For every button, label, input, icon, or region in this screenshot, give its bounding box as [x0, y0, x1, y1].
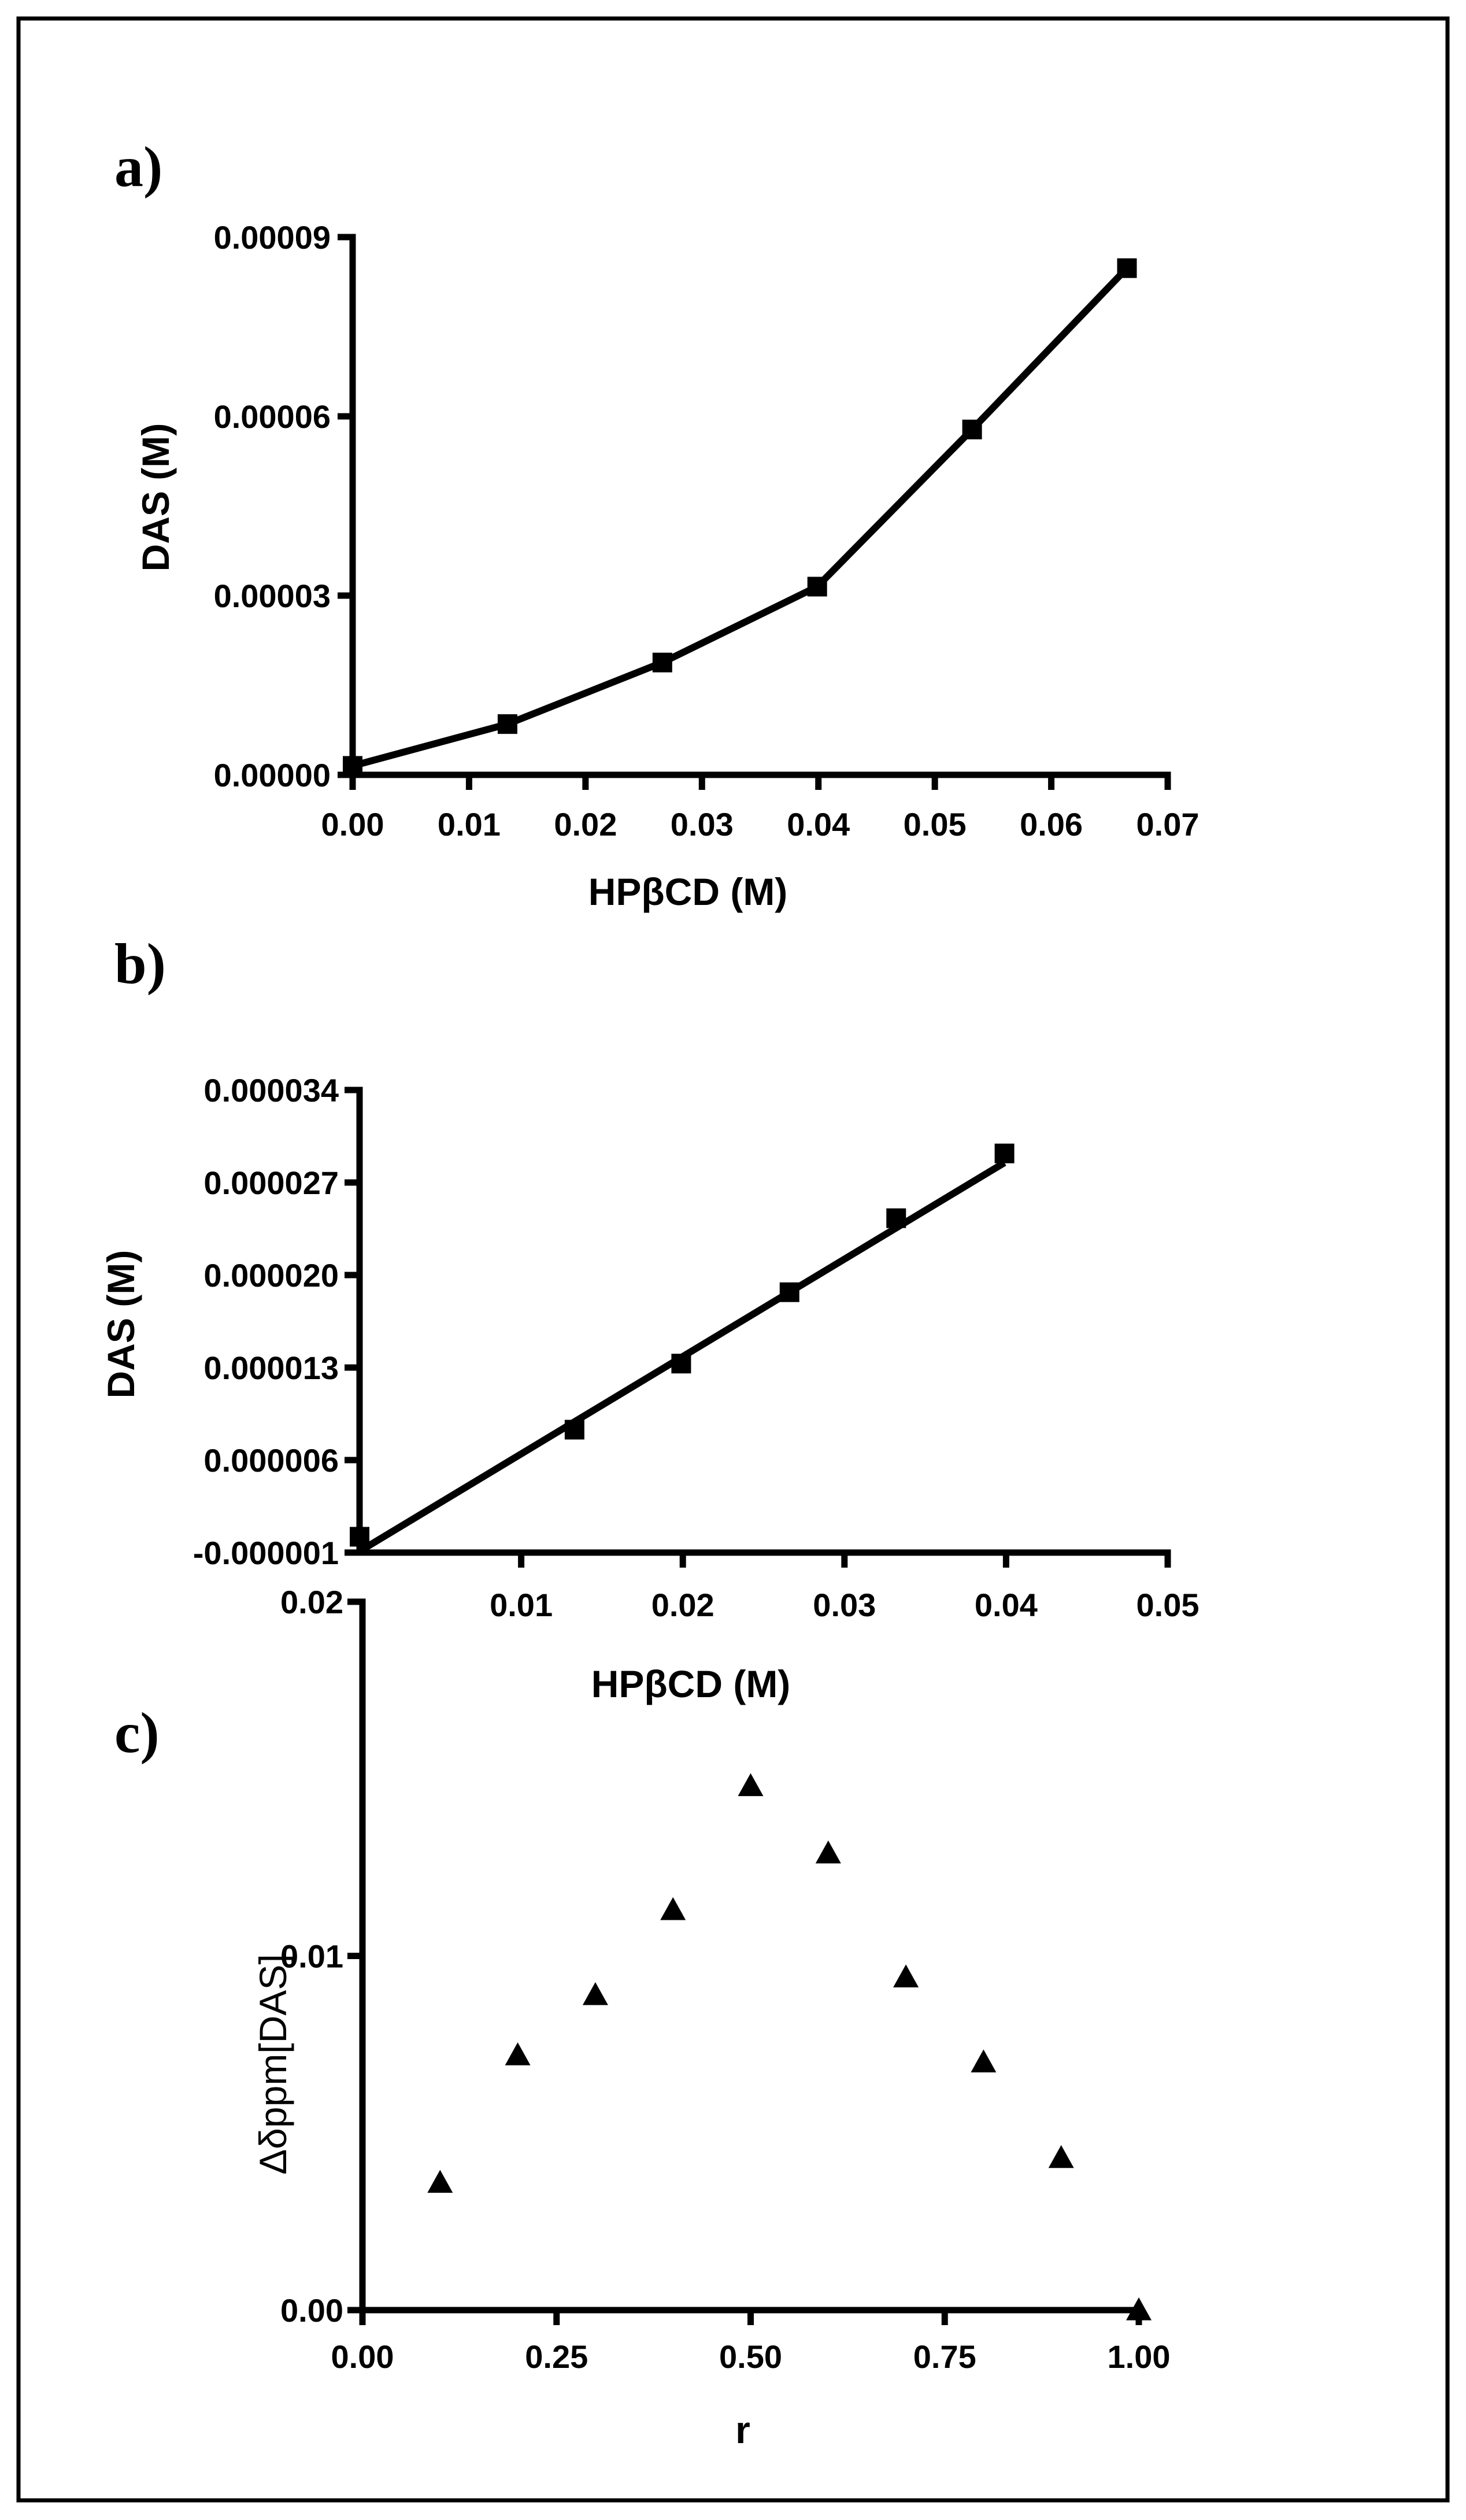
- y-tick-label: 0.000034: [203, 1072, 339, 1108]
- panel-c: c) r Δδppm[DAS] 0.00 0.01 0.02 0.00 0.25 0.50…: [114, 1584, 1171, 2451]
- panel-a: a) HPβCD (M) DAS (M) 0.000000.000030.000…: [114, 135, 1200, 913]
- series-line: [351, 265, 1130, 770]
- y-axis-title: DAS (M): [99, 1250, 142, 1399]
- y-tick-label: 0.02: [280, 1584, 343, 1620]
- x-tick-label: 1.00: [1108, 2338, 1171, 2375]
- x-tick-label: 0.05: [904, 806, 967, 843]
- x-tick-label: 0.75: [913, 2338, 976, 2375]
- x-axis-title: r: [735, 2408, 750, 2451]
- y-tick-label: -0.000001: [193, 1535, 339, 1571]
- data-point: [1048, 2145, 1074, 2168]
- y-tick-label: 0.00003: [214, 578, 331, 614]
- x-tick-label: 0.50: [719, 2338, 782, 2375]
- data-point: [893, 1964, 919, 1987]
- data-point: [1117, 258, 1137, 278]
- panel-b: b) HPβCD (M) DAS (M) -0.000001 0.000006 0.…: [99, 932, 1200, 1705]
- y-axis-title: DAS (M): [134, 423, 177, 572]
- fit-line: [357, 1159, 1006, 1554]
- x-tick-label: 0.06: [1020, 806, 1083, 843]
- data-point: [497, 714, 517, 734]
- y-tick-label: 0.00006: [214, 398, 331, 435]
- x-tick-label: 0.01: [490, 1587, 553, 1623]
- x-tick-label: 0.00: [331, 2338, 394, 2375]
- figure-border: [16, 16, 1450, 2503]
- x-tick-label: 0.00: [321, 806, 384, 843]
- data-point: [343, 756, 362, 776]
- x-tick-label: 0.04: [975, 1587, 1038, 1623]
- data-point: [962, 419, 982, 439]
- data-point: [505, 2042, 531, 2065]
- data-point: [807, 577, 827, 597]
- x-tick-label: 0.04: [787, 806, 850, 843]
- panel-label: a): [114, 135, 162, 199]
- y-tick-label: 0.00: [280, 2292, 343, 2329]
- y-tick-label: 0.000013: [203, 1350, 339, 1386]
- data-point: [815, 1840, 841, 1864]
- data-point: [582, 1982, 608, 2005]
- y-tick-label: 0.00009: [214, 219, 331, 256]
- data-point: [994, 1143, 1015, 1163]
- x-tick-label: 0.03: [671, 806, 734, 843]
- panel-label: b): [114, 932, 166, 996]
- x-tick-label: 0.25: [525, 2338, 588, 2375]
- x-axis-title: HPβCD (M): [588, 870, 788, 913]
- y-tick-label: 0.00000: [214, 757, 331, 793]
- x-tick-label: 0.05: [1136, 1587, 1200, 1623]
- data-point: [660, 1897, 686, 1920]
- x-tick-label: 0.02: [651, 1587, 715, 1623]
- data-point: [1126, 2297, 1152, 2321]
- x-tick-label: 0.07: [1136, 806, 1200, 843]
- data-point: [652, 652, 672, 673]
- data-point: [427, 2170, 453, 2193]
- x-tick-label: 0.02: [554, 806, 617, 843]
- y-tick-label: 0.000020: [203, 1257, 339, 1294]
- y-axis-title: Δδppm[DAS]: [251, 1954, 294, 2175]
- y-tick-label: 0.000006: [203, 1442, 339, 1479]
- data-point: [971, 2049, 997, 2072]
- panel-label: c): [114, 1701, 160, 1765]
- data-point: [738, 1773, 764, 1797]
- y-tick-label: 0.000027: [203, 1165, 339, 1201]
- x-axis-title: HPβCD (M): [591, 1662, 791, 1705]
- x-tick-label: 0.01: [438, 806, 501, 843]
- y-tick-label: 0.01: [280, 1938, 343, 1975]
- x-tick-label: 0.03: [813, 1587, 876, 1623]
